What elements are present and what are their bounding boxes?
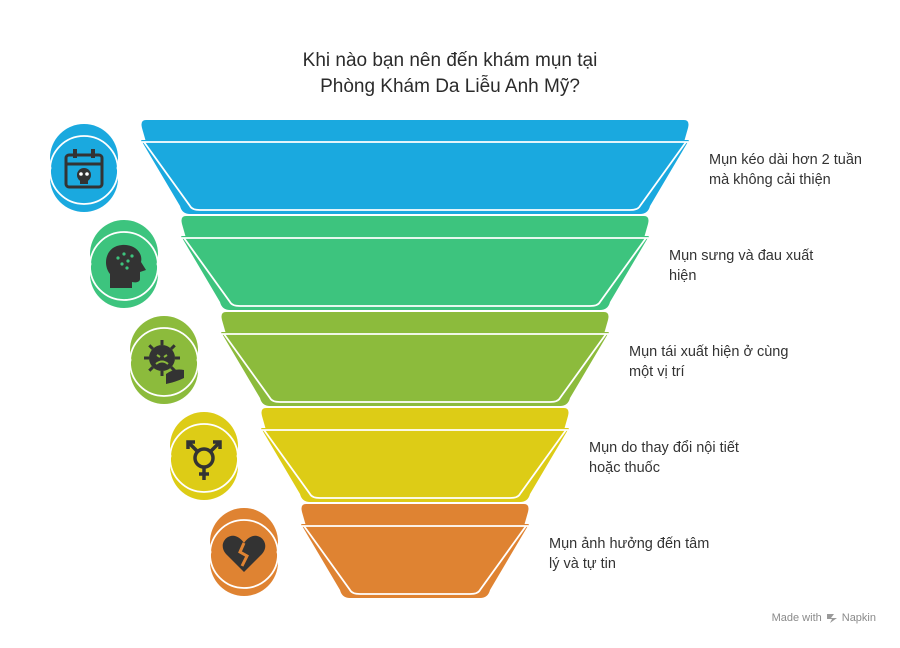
- stage-1-label: Mụn kéo dài hơn 2 tuần mà không cải thiệ…: [709, 152, 863, 188]
- calendar-skull-icon: [64, 149, 104, 189]
- made-with-text: Made with: [771, 612, 822, 624]
- funnel-stage-3: [221, 312, 609, 406]
- stage-2-icon-badge: [89, 220, 159, 308]
- funnel-stage-1: [141, 120, 689, 214]
- napkin-logo-icon: [826, 614, 837, 623]
- made-with-napkin-watermark: Made with Napkin: [772, 612, 876, 624]
- stage-3-icon-badge: [129, 316, 199, 404]
- stage-2-label: Mụn sưng và đau xuất hiện: [669, 248, 814, 284]
- stage-4-icon-badge: [169, 412, 239, 500]
- virus-hand-icon: [144, 340, 184, 384]
- stage-3-label: Mụn tái xuất hiện ở cùng một vị trí: [629, 344, 789, 380]
- title-line-2: Phòng Khám Da Liễu Anh Mỹ?: [320, 76, 580, 97]
- funnel-stage-4: [261, 408, 569, 502]
- gender-symbol-icon: [186, 440, 222, 480]
- stage-5-icon-badge: [209, 508, 279, 596]
- acne-face-icon: [106, 244, 146, 288]
- stage-4-label: Mụn do thay đổi nội tiết hoặc thuốc: [589, 440, 739, 476]
- title-line-1: Khi nào bạn nên đến khám mụn tại: [302, 50, 598, 71]
- funnel-stage-5: [301, 504, 529, 598]
- stage-5-label: Mụn ảnh hưởng đến tâm lý và tự tin: [549, 536, 710, 572]
- diagram-title: Khi nào bạn nên đến khám mụn tại Phòng K…: [0, 48, 900, 100]
- funnel-stage-2: [181, 216, 649, 310]
- napkin-brand-text: Napkin: [841, 612, 876, 624]
- broken-heart-icon: [222, 535, 266, 572]
- stage-1-icon-badge: [49, 124, 119, 212]
